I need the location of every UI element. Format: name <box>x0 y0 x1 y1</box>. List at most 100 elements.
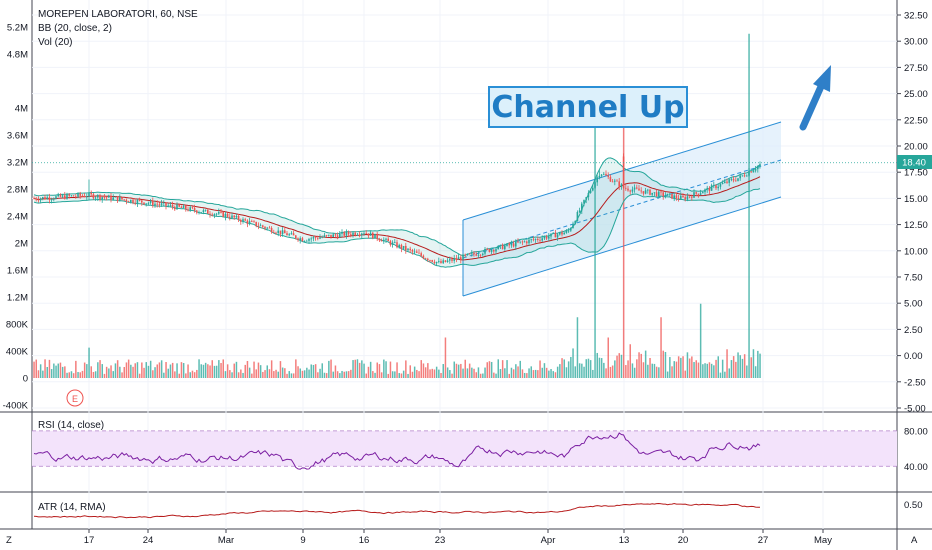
volume-bar <box>75 360 77 378</box>
candle-body <box>504 245 506 250</box>
candle-body <box>475 254 477 256</box>
candle-body <box>121 197 123 200</box>
candle-body <box>561 232 563 235</box>
volume-bar <box>48 359 51 378</box>
candle-body <box>187 209 189 211</box>
candle-body <box>365 233 367 235</box>
vol-indicator-label[interactable]: Vol (20) <box>38 37 72 48</box>
candle-body <box>713 185 715 187</box>
candle-body <box>490 249 493 252</box>
candle-body <box>64 195 66 199</box>
candle-body <box>622 156 625 188</box>
candle-body <box>686 196 689 200</box>
volume-bar <box>266 365 268 378</box>
rsi-title[interactable]: RSI (14, close) <box>38 420 104 431</box>
volume-bar <box>556 366 559 378</box>
arrow-up-drawing[interactable] <box>799 65 831 131</box>
candle-body <box>658 191 660 197</box>
candle-body <box>389 241 392 245</box>
axes: 32.50 30.00 27.50 25.00 22.50 20.00 17.50 15.00… <box>3 11 928 547</box>
candle-body <box>647 189 649 191</box>
volume-bar <box>314 364 317 378</box>
volume-bar <box>235 361 238 378</box>
candle-body <box>464 254 466 256</box>
candle-body <box>92 194 95 199</box>
volume-bar <box>152 370 154 378</box>
candle-body <box>143 202 145 205</box>
candle-body <box>427 258 429 261</box>
volume-bar <box>112 371 114 378</box>
candle-body <box>325 235 328 237</box>
volume-bar <box>497 359 499 378</box>
channel-up-annotation[interactable]: Channel Up <box>488 86 688 128</box>
volume-bar <box>185 373 187 378</box>
volume-bar <box>356 359 359 378</box>
volume-bar <box>708 362 711 378</box>
candle-body <box>46 197 48 200</box>
candle-body <box>39 198 42 201</box>
volume-bar <box>622 94 625 378</box>
candle-body <box>244 219 246 221</box>
volume-bar <box>616 355 618 378</box>
candle-body <box>462 254 464 260</box>
bb-indicator-label[interactable]: BB (20, close, 2) <box>38 23 112 34</box>
volume-bar <box>53 363 55 378</box>
volume-bar <box>444 337 447 378</box>
volume-bar <box>123 367 125 378</box>
volume-bar <box>196 369 198 378</box>
volume-bar <box>312 364 315 378</box>
candle-body <box>644 190 647 194</box>
candle-body <box>715 185 717 189</box>
volume-bar <box>561 358 563 378</box>
corner-left-label[interactable]: Z <box>6 535 12 546</box>
volume-bar <box>495 373 497 378</box>
volume-bar <box>746 365 748 378</box>
candle-body <box>589 190 592 193</box>
volume-bar <box>611 365 614 378</box>
volume-bar <box>479 373 482 378</box>
volume-bar <box>231 372 233 378</box>
volume-bar <box>752 349 755 378</box>
volume-bar <box>640 353 642 378</box>
volume-bar <box>581 363 583 378</box>
candle-body <box>655 192 658 197</box>
volume-bar <box>504 368 506 378</box>
candle-body <box>158 204 161 206</box>
volume-axis-label: 0 <box>23 374 28 385</box>
candle-body <box>306 240 308 242</box>
candle-body <box>48 197 51 200</box>
price-axis-label: 2.50 <box>904 325 923 336</box>
candle-body <box>257 225 260 227</box>
volume-bar <box>125 362 128 378</box>
candle-body <box>721 182 724 184</box>
corner-right-label[interactable]: A <box>911 535 918 546</box>
volume-bar <box>383 359 385 378</box>
atr-title[interactable]: ATR (14, RMA) <box>38 502 106 513</box>
candle-body <box>68 194 70 196</box>
candle-body <box>409 248 411 250</box>
volume-bar <box>259 365 262 378</box>
volume-bar <box>387 373 389 378</box>
volume-bar <box>427 363 429 378</box>
volume-bar <box>251 373 253 378</box>
volume-bar <box>321 363 323 378</box>
candle-body <box>147 202 150 204</box>
channel-up-drawing[interactable] <box>462 121 782 297</box>
candle-body <box>189 207 191 211</box>
volume-bar <box>341 370 343 378</box>
candle-body <box>350 234 352 236</box>
candle-body <box>361 233 363 236</box>
candle-body <box>323 235 326 237</box>
candle-body <box>376 233 378 239</box>
candle-body <box>515 241 517 247</box>
earnings-marker-icon[interactable] <box>66 389 84 407</box>
volume-bar <box>671 366 673 378</box>
candle-body <box>270 227 273 233</box>
candle-body <box>180 206 183 208</box>
candle-body <box>759 164 761 167</box>
volume-bar <box>537 370 539 378</box>
candle-body <box>598 175 601 178</box>
volume-axis-label: 1.2M <box>7 293 28 304</box>
candle-body <box>653 192 656 194</box>
